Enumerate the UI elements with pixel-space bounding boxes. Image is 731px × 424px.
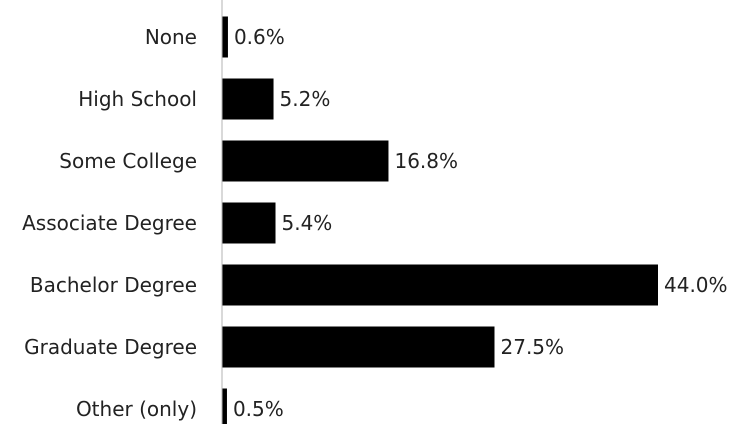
bar-other-only	[222, 388, 227, 424]
bar-graduate-degree	[222, 326, 495, 368]
category-label-none: None	[145, 25, 197, 49]
data-label-group: 0.6% 5.2% 16.8% 5.4% 44.0% 27.5% 0.5%	[233, 25, 728, 421]
bar-none	[222, 16, 228, 58]
bar-bachelor-degree	[222, 264, 658, 306]
data-label-high-school: 5.2%	[280, 87, 331, 111]
bar-associate-degree	[222, 202, 276, 244]
data-label-none: 0.6%	[234, 25, 285, 49]
category-label-other-only: Other (only)	[76, 397, 197, 421]
category-label-graduate-degree: Graduate Degree	[24, 335, 197, 359]
data-label-bachelor-degree: 44.0%	[664, 273, 728, 297]
bar-group	[222, 16, 658, 424]
data-label-associate-degree: 5.4%	[282, 211, 333, 235]
data-label-other-only: 0.5%	[233, 397, 284, 421]
category-label-high-school: High School	[78, 87, 197, 111]
category-label-group: None High School Some College Associate Deg…	[22, 25, 197, 421]
data-label-some-college: 16.8%	[394, 149, 458, 173]
bar-some-college	[222, 140, 389, 182]
bar-high-school	[222, 78, 274, 120]
category-label-some-college: Some College	[59, 149, 197, 173]
category-label-associate-degree: Associate Degree	[22, 211, 197, 235]
data-label-graduate-degree: 27.5%	[501, 335, 565, 359]
category-label-bachelor-degree: Bachelor Degree	[30, 273, 197, 297]
